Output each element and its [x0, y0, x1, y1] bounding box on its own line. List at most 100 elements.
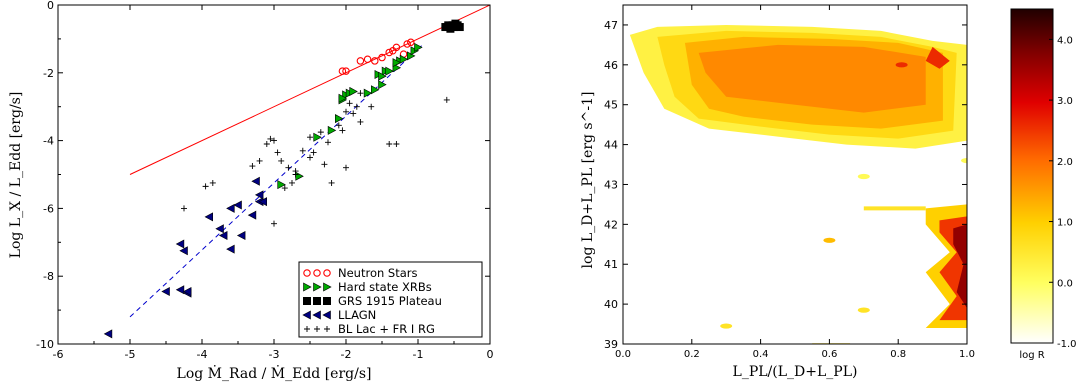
- llagn-point: [236, 231, 246, 241]
- hard-state-xrbs-point: [414, 42, 423, 52]
- hard-state-xrbs-point: [277, 180, 286, 190]
- bl-lac-fr-i-rg-point: [368, 103, 375, 110]
- llagn-point: [251, 176, 260, 186]
- colorbar-tick-label: 1.0: [1057, 218, 1073, 229]
- heatmap-y-tick-label: 42: [604, 218, 618, 231]
- legend-marker: [324, 326, 330, 332]
- heatmap-y-axis-label: log L_D+L_PL [erg s^-1]: [580, 92, 596, 269]
- legend-marker: [313, 297, 321, 305]
- heatmap-x-tick-label: 0.8: [890, 349, 906, 360]
- legend-entry-neutron-stars: Neutron Stars: [303, 266, 418, 280]
- bl-lac-fr-i-rg-point: [443, 96, 450, 103]
- series-neutron-stars: [338, 38, 415, 75]
- heatmap-x-tick-label: 0.0: [615, 349, 631, 360]
- legend-marker: [303, 297, 311, 305]
- llagn-point: [247, 210, 257, 220]
- hard-state-xrbs-point: [385, 66, 394, 76]
- heatmap-spot: [961, 157, 967, 164]
- hard-state-xrbs-point: [313, 132, 322, 142]
- x-tick-label: -4: [197, 348, 208, 361]
- legend-label: LLAGN: [338, 308, 376, 322]
- heatmap-x-axis-label: L_PL/(L_D+L_PL): [733, 364, 858, 380]
- hard-state-xrbs-point: [334, 114, 344, 124]
- colorbar-tick-label: -1.0: [1057, 339, 1077, 350]
- legend-label: Neutron Stars: [338, 266, 418, 280]
- bl-lac-fr-i-rg-point: [263, 140, 270, 147]
- llagn-point: [175, 285, 185, 295]
- bl-lac-fr-i-rg-point: [278, 157, 285, 164]
- bl-lac-fr-i-rg-point: [274, 149, 281, 156]
- legend-marker: [313, 269, 321, 277]
- legend-label: BL Lac + FR I RG: [338, 322, 435, 336]
- heatmap-y-tick-label: 39: [604, 338, 618, 351]
- bl-lac-fr-i-rg-point: [335, 122, 342, 129]
- colorbar-tick-label: 2.0: [1057, 157, 1073, 168]
- hard-state-xrbs-point: [392, 58, 402, 68]
- hard-state-xrbs-point: [363, 88, 373, 98]
- colorbar-tick-label: 3.0: [1057, 96, 1073, 107]
- llagn-point: [218, 231, 228, 241]
- legend-label: Hard state XRBs: [338, 280, 432, 294]
- hard-state-xrbs-point: [349, 86, 358, 96]
- heatmap-frame: [622, 4, 968, 345]
- legend-marker: [323, 297, 331, 305]
- series-hard-state-xrbs: [277, 42, 423, 190]
- bl-lac-fr-i-rg-point: [386, 140, 393, 147]
- one-to-one-line: [129, 5, 490, 175]
- legend-label: GRS 1915 Plateau: [338, 294, 442, 308]
- neutron-stars-point: [363, 55, 372, 63]
- hard-state-xrbs-point: [378, 71, 387, 81]
- hard-state-xrbs-point: [378, 80, 387, 90]
- bl-lac-fr-i-rg-point: [350, 110, 357, 117]
- bl-lac-fr-i-rg-point: [317, 129, 324, 136]
- llagn-point: [175, 239, 185, 249]
- legend-marker: [303, 282, 312, 292]
- scatter-y-axis-label: Log L_X / L_Edd [erg/s]: [8, 92, 24, 259]
- heatmap-region: [698, 44, 926, 113]
- bl-lac-fr-i-rg-point: [310, 149, 317, 156]
- bl-lac-fr-i-rg-point: [339, 127, 346, 134]
- y-tick-label: -10: [36, 338, 54, 351]
- hard-state-xrbs-point: [338, 93, 348, 103]
- bl-lac-fr-i-rg-point: [353, 103, 360, 110]
- bl-lac-fr-i-rg-point: [267, 135, 274, 142]
- colorbar-gradient: [1010, 8, 1054, 344]
- legend-marker: [312, 310, 321, 320]
- bl-lac-fr-i-rg-point: [328, 179, 335, 186]
- bl-lac-fr-i-rg-point: [299, 147, 306, 154]
- x-tick-label: -1: [413, 348, 424, 361]
- heatmap-y-tick-label: 41: [604, 258, 618, 271]
- y-tick-label: -4: [43, 135, 54, 148]
- scatter-plot: -6 -5 -4 -3 -2 -1 0-10-8-6-4-20 Log Ṁ_Rad / Ṁ_…: [8, 0, 494, 382]
- y-tick-label: -6: [43, 202, 54, 215]
- heatmap-x-tick-label: 0.2: [684, 349, 700, 360]
- heatmap-x-tick-label: 0.4: [753, 349, 769, 360]
- legend-entry-hard-state-xrbs: Hard state XRBs: [303, 280, 432, 294]
- y-tick-label: 0: [47, 0, 54, 12]
- heatmap-x-tick-label: 0.6: [821, 349, 837, 360]
- neutron-stars-point: [338, 67, 347, 75]
- legend-entry-llagn: LLAGN: [302, 308, 376, 322]
- bl-lac-fr-i-rg-point: [271, 220, 277, 227]
- legend-marker: [302, 310, 311, 320]
- y-tick-label: -8: [43, 270, 54, 283]
- bl-lac-fr-i-rg-point: [346, 100, 353, 107]
- neutron-stars-point: [378, 53, 386, 62]
- bl-lac-fr-i-rg-point: [307, 154, 313, 161]
- series-bl-lac-fr-i-rg: [181, 90, 450, 227]
- llagn-point: [226, 244, 235, 254]
- x-tick-label: -2: [341, 348, 352, 361]
- llagn-point: [254, 190, 264, 200]
- colorbar-label: log R: [1019, 350, 1044, 361]
- heatmap-spot: [857, 173, 870, 180]
- legend-marker: [322, 310, 331, 320]
- heatmap-spot: [823, 237, 836, 243]
- heatmap-spot: [857, 307, 870, 313]
- bl-lac-fr-i-rg-point: [285, 164, 292, 171]
- heatmap-y-tick-label: 44: [604, 139, 618, 152]
- x-tick-label: -3: [269, 348, 280, 361]
- x-tick-label: -6: [53, 348, 64, 361]
- llagn-point: [204, 212, 213, 222]
- bl-lac-fr-i-rg-point: [393, 140, 400, 147]
- bl-lac-fr-i-rg-point: [249, 163, 256, 170]
